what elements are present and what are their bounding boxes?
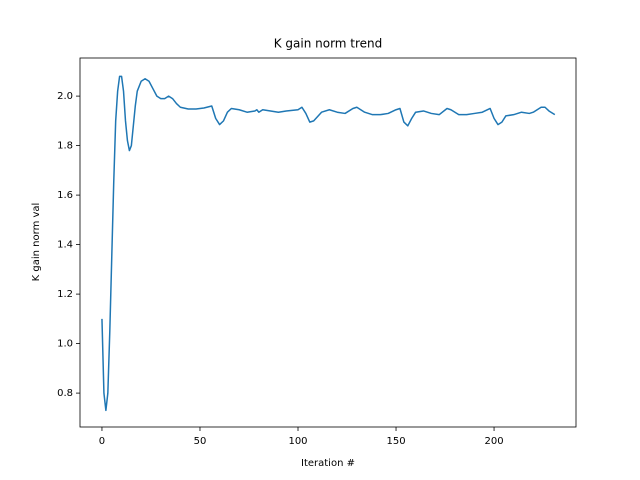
y-tick-label: 2.0 [57, 91, 73, 102]
y-tick-label: 1.8 [57, 141, 73, 152]
x-tick-label: 100 [288, 436, 307, 447]
chart-title: K gain norm trend [274, 37, 383, 51]
y-axis-label: K gain norm val [31, 203, 42, 282]
x-tick-label: 50 [194, 436, 207, 447]
x-tick-label: 0 [99, 436, 105, 447]
x-tick-label: 200 [485, 436, 504, 447]
y-tick-label: 1.2 [57, 289, 73, 300]
y-tick-label: 1.4 [57, 240, 73, 251]
y-tick-label: 1.0 [57, 339, 73, 350]
x-axis-label: Iteration # [301, 458, 355, 469]
y-tick-label: 1.6 [57, 190, 73, 201]
line-series [101, 75, 556, 412]
y-tick-label: 0.8 [57, 388, 73, 399]
x-tick-label: 150 [386, 436, 405, 447]
plot-frame [79, 57, 577, 428]
